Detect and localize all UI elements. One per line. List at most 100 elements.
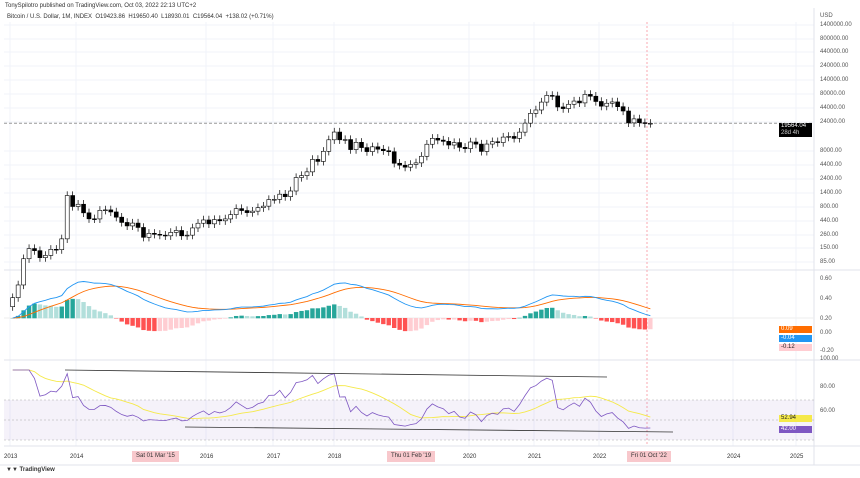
candle bbox=[604, 102, 610, 107]
time-axis-highlight: Fri 01 Oct '22 bbox=[627, 451, 671, 462]
price-axis-label: 2400.00 bbox=[820, 176, 842, 182]
candle bbox=[271, 199, 277, 201]
candle bbox=[48, 249, 54, 256]
macd-histogram-bar bbox=[277, 314, 282, 319]
candle bbox=[528, 113, 533, 124]
price-axis-label: 1400.00 bbox=[820, 190, 842, 196]
macd-histogram-bar bbox=[588, 316, 593, 319]
candle bbox=[348, 139, 353, 150]
brand-name: TradingView bbox=[19, 467, 55, 473]
macd-histogram-bar bbox=[342, 307, 348, 319]
candle bbox=[304, 171, 310, 176]
published-by: TonySpilotro published on TradingView.co… bbox=[5, 3, 197, 9]
candle bbox=[43, 255, 48, 258]
macd-axis-label: 0.00 bbox=[820, 330, 832, 336]
candle bbox=[212, 219, 217, 225]
macd-histogram-bar bbox=[577, 316, 582, 319]
macd-histogram-bar bbox=[283, 314, 288, 319]
time-axis-label: 2018 bbox=[328, 454, 342, 460]
candle bbox=[370, 146, 375, 152]
candle bbox=[620, 106, 626, 112]
time-axis-label: 2014 bbox=[70, 454, 84, 460]
time-axis-highlight: Sat 01 Mar '15 bbox=[132, 451, 179, 462]
macd-histogram-bar bbox=[544, 307, 549, 319]
candle bbox=[222, 218, 228, 222]
macd-histogram-bar bbox=[550, 307, 555, 319]
candle bbox=[588, 94, 593, 97]
rsi-axis-label: 80.00 bbox=[820, 384, 836, 390]
macd-histogram-bar bbox=[397, 318, 402, 330]
macd-histogram-bar bbox=[15, 315, 21, 319]
candle bbox=[353, 142, 359, 150]
candle bbox=[522, 122, 528, 133]
macd-histogram-bar bbox=[375, 318, 381, 323]
macd-value-tag: -0.04 bbox=[779, 335, 812, 342]
candle bbox=[566, 103, 571, 109]
macd-histogram-bar bbox=[103, 313, 108, 319]
price-axis-label: 800000.00 bbox=[820, 36, 849, 42]
candle bbox=[391, 151, 397, 164]
macd-histogram-bar bbox=[310, 308, 315, 319]
macd-histogram-bar bbox=[626, 318, 631, 328]
candle bbox=[266, 199, 272, 207]
candle bbox=[495, 141, 501, 143]
time-axis-label: 2013 bbox=[4, 454, 18, 460]
macd-histogram-bar bbox=[75, 299, 81, 319]
candle bbox=[533, 109, 539, 114]
macd-histogram-bar bbox=[92, 309, 97, 319]
candle bbox=[146, 232, 152, 238]
candle bbox=[479, 143, 484, 152]
macd-histogram-bar bbox=[65, 299, 70, 319]
rsi-value-tag: 42.00 bbox=[779, 426, 812, 433]
macd-histogram-bar bbox=[201, 318, 206, 322]
candle bbox=[615, 101, 620, 107]
macd-histogram-bar bbox=[582, 315, 588, 319]
candle bbox=[70, 195, 75, 207]
rsi-ma-line bbox=[12, 369, 651, 419]
macd-histogram-bar bbox=[54, 306, 59, 319]
candle bbox=[451, 142, 457, 146]
macd-histogram-bar bbox=[223, 318, 228, 319]
macd-histogram-bar bbox=[631, 318, 637, 329]
candle bbox=[462, 147, 468, 149]
macd-histogram-bar bbox=[163, 318, 168, 331]
macd-histogram-bar bbox=[457, 318, 462, 321]
candle bbox=[593, 95, 599, 102]
macd-histogram-bar bbox=[239, 315, 244, 319]
macd-histogram-bar bbox=[26, 305, 32, 319]
candle bbox=[282, 193, 288, 197]
ohlc-high: H19650.40 bbox=[128, 14, 158, 20]
macd-histogram-bar bbox=[37, 304, 43, 319]
candle bbox=[201, 219, 206, 224]
macd-histogram-bar bbox=[130, 318, 135, 326]
candle bbox=[577, 100, 582, 104]
macd-histogram-bar bbox=[392, 318, 397, 328]
candle bbox=[457, 142, 462, 148]
macd-histogram-bar bbox=[255, 316, 261, 319]
price-axis-label: 440.00 bbox=[820, 218, 839, 224]
candle bbox=[648, 123, 653, 125]
macd-histogram-bar bbox=[190, 318, 195, 326]
macd-histogram-bar bbox=[179, 318, 184, 328]
time-axis-label: 2021 bbox=[528, 454, 542, 460]
macd-histogram-bar bbox=[337, 305, 342, 319]
macd-histogram-bar bbox=[206, 318, 212, 321]
candle bbox=[364, 147, 370, 152]
macd-histogram-bar bbox=[386, 318, 391, 326]
macd-histogram-bar bbox=[359, 316, 364, 319]
macd-histogram-bar bbox=[250, 316, 255, 319]
macd-histogram-bar bbox=[642, 318, 648, 330]
candle bbox=[446, 141, 452, 146]
macd-histogram-bar bbox=[506, 318, 511, 320]
macd-histogram-bar bbox=[599, 318, 604, 321]
candle bbox=[15, 284, 21, 298]
rsi-resistance-trendline bbox=[64, 369, 608, 378]
candle bbox=[489, 141, 495, 145]
candle bbox=[380, 148, 386, 152]
candle bbox=[190, 227, 195, 236]
rsi-support-trendline bbox=[184, 426, 674, 433]
candle bbox=[10, 297, 15, 307]
candle bbox=[419, 155, 424, 164]
currency-label: USD bbox=[820, 13, 833, 19]
